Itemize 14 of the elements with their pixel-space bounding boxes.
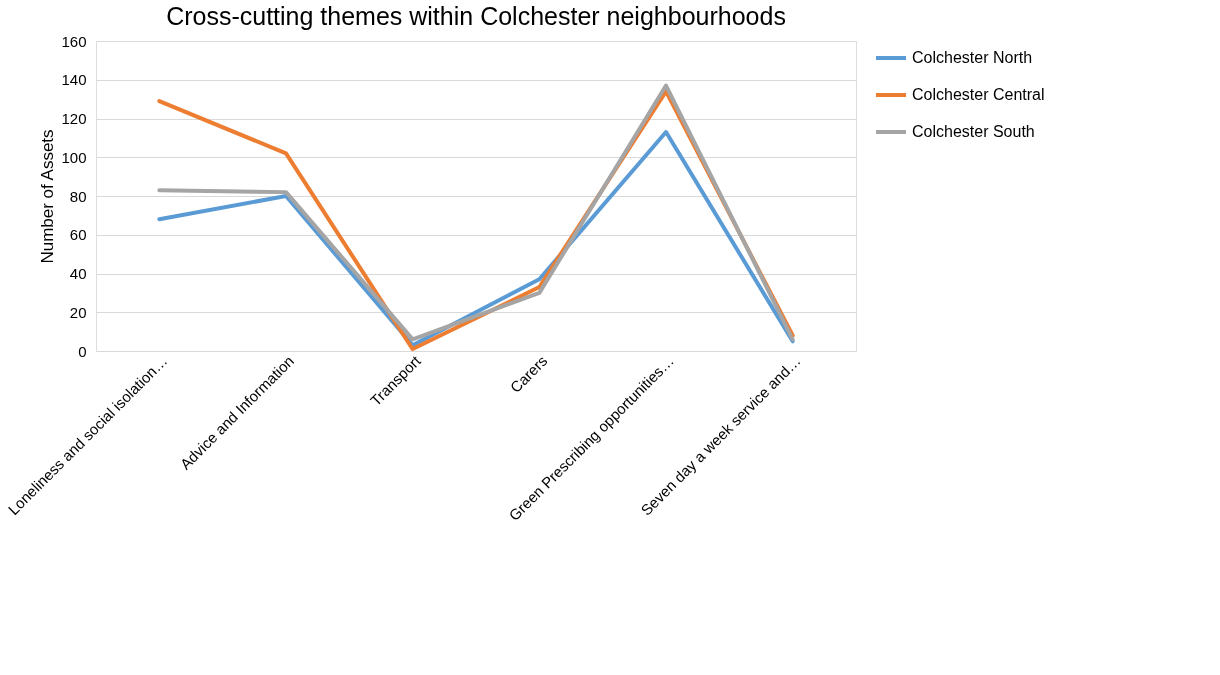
y-tick-label: 160 [61,32,87,50]
y-tick-label: 100 [61,148,87,166]
y-axis-title: Number of Assets [38,129,58,264]
y-tick-label: 80 [69,187,87,205]
chart-title: Cross-cutting themes within Colchester neighbourhoods [166,2,786,30]
legend-label: Colchester North [912,49,1033,66]
y-tick-label: 40 [69,265,87,282]
y-tick-label: 20 [69,303,87,321]
y-tick-label: 140 [61,71,87,89]
y-tick-label: 60 [69,226,87,244]
y-tick-label: 0 [78,342,87,360]
legend-label: Colchester South [912,123,1035,140]
y-tick-label: 120 [61,110,87,127]
legend-label: Colchester Central [912,86,1045,103]
